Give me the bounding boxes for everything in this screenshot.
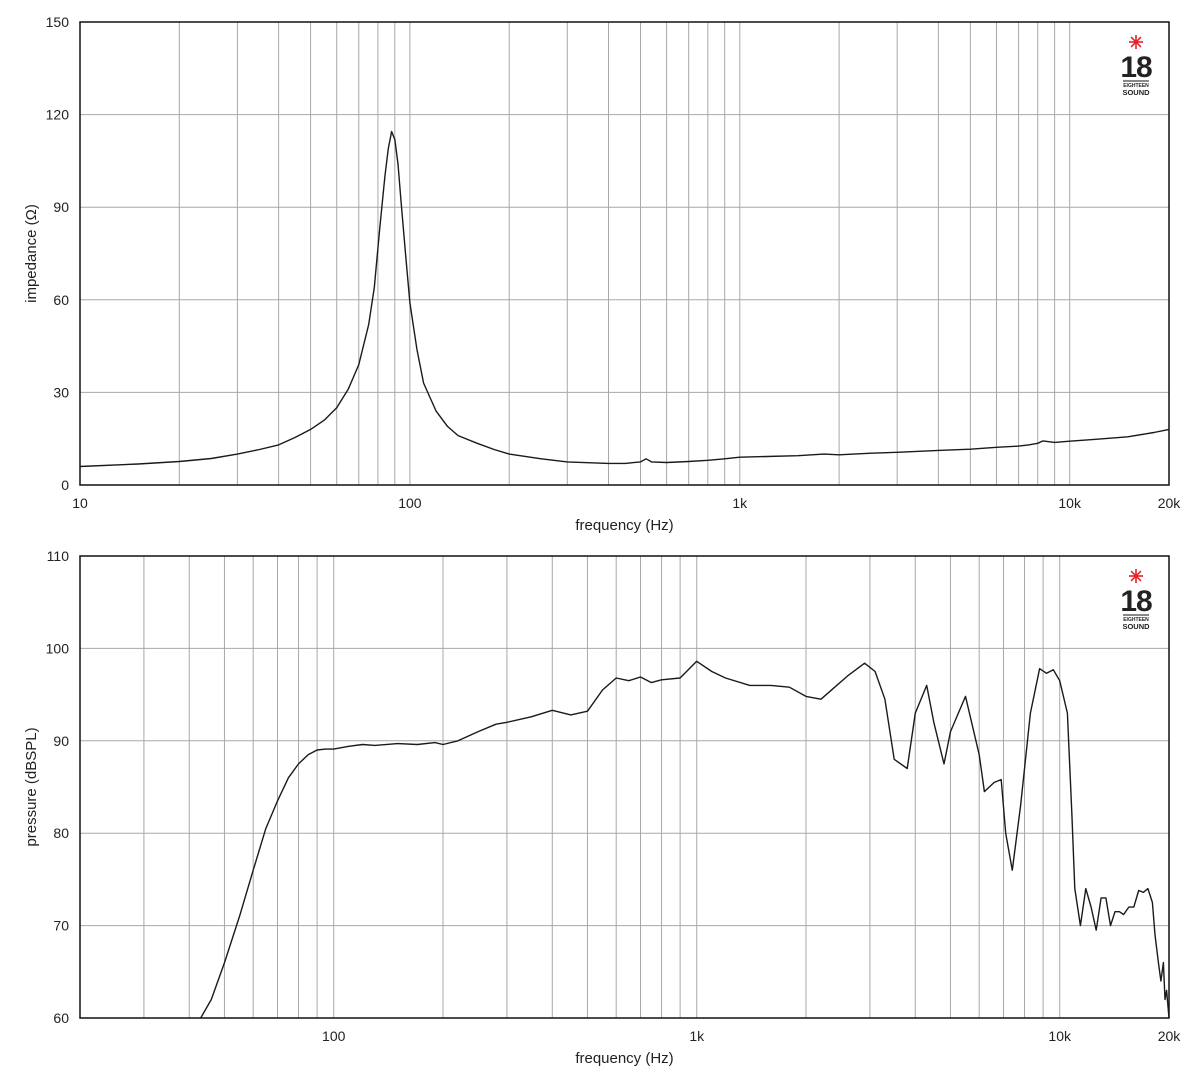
chart-2: 60 70 80 90 100 110 100 1k 10k 20k frequency (Hz) p… (23, 548, 1181, 1067)
logo-number: 18 (1120, 585, 1152, 618)
x-tick-label: 10k (1048, 1028, 1072, 1044)
y-tick-label: 0 (61, 477, 69, 493)
x-tick-label: 20k (1158, 1028, 1182, 1044)
y-tick-label: 100 (46, 640, 70, 656)
y-tick-label: 60 (53, 292, 69, 308)
x-tick-label: 10 (72, 495, 88, 511)
star-icon (1129, 569, 1143, 583)
y-tick-label: 80 (53, 825, 69, 841)
star-icon (1129, 35, 1143, 49)
y-tick-label: 150 (46, 14, 70, 30)
x-tick-label: 20k (1158, 495, 1182, 511)
plot-frame (79, 21, 1170, 486)
x-tick-label: 1k (689, 1028, 705, 1044)
series-line (79, 130, 1170, 468)
x-axis-label: frequency (Hz) (575, 1050, 673, 1067)
y-tick-label: 120 (46, 107, 70, 123)
y-axis-label: pressure (dBSPL) (23, 727, 40, 846)
logo-text-bottom: SOUND (1122, 88, 1150, 97)
logo-text-top: EIGHTEEN (1123, 617, 1149, 623)
logo-text-bottom: SOUND (1122, 622, 1150, 631)
x-tick-label: 10k (1058, 495, 1082, 511)
x-axis-label: frequency (Hz) (575, 517, 673, 534)
chart-1: 0 30 60 90 120 150 10 100 1k 10k 20k frequency (Hz)… (23, 14, 1181, 534)
y-axis-label: impedance (Ω) (23, 204, 40, 303)
y-tick-label: 90 (53, 199, 69, 215)
y-tick-label: 60 (53, 1010, 69, 1026)
y-tick-label: 30 (53, 384, 69, 400)
logo-text-top: EIGHTEEN (1123, 83, 1149, 89)
y-tick-label: 70 (53, 918, 69, 934)
x-tick-label: 1k (732, 495, 748, 511)
x-tick-label: 100 (398, 495, 422, 511)
y-tick-label: 90 (53, 733, 69, 749)
y-tick-label: 110 (47, 548, 70, 564)
logo-number: 18 (1120, 51, 1152, 84)
x-tick-label: 100 (322, 1028, 346, 1044)
series-line (200, 660, 1170, 1019)
plot-frame (79, 555, 1170, 1019)
